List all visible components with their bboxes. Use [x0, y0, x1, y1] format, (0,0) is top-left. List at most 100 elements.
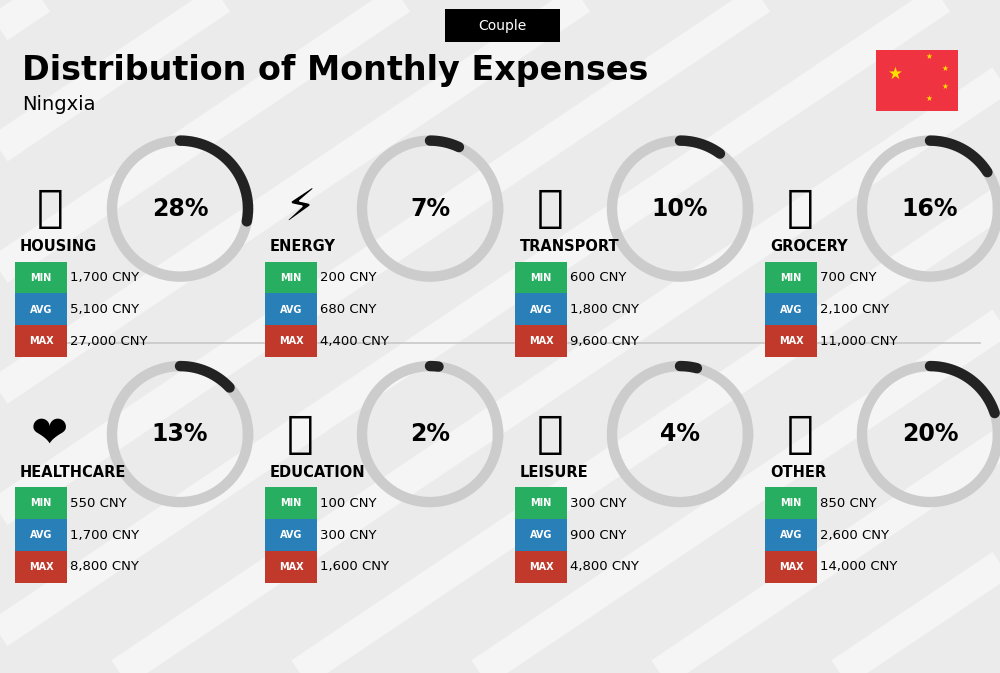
- Text: AVG: AVG: [30, 305, 52, 314]
- Text: 680 CNY: 680 CNY: [320, 303, 376, 316]
- FancyBboxPatch shape: [265, 293, 317, 326]
- FancyBboxPatch shape: [765, 487, 817, 520]
- FancyBboxPatch shape: [515, 519, 567, 551]
- Text: MIN: MIN: [30, 499, 52, 508]
- FancyBboxPatch shape: [515, 293, 567, 326]
- Text: MAX: MAX: [529, 336, 553, 346]
- Text: 300 CNY: 300 CNY: [570, 497, 627, 510]
- Text: 16%: 16%: [902, 197, 958, 221]
- Text: AVG: AVG: [780, 305, 802, 314]
- Text: 700 CNY: 700 CNY: [820, 271, 877, 285]
- FancyBboxPatch shape: [765, 262, 817, 294]
- Text: MIN: MIN: [780, 499, 802, 508]
- Text: MAX: MAX: [279, 562, 303, 571]
- Text: ★: ★: [926, 52, 932, 61]
- Text: 4,800 CNY: 4,800 CNY: [570, 560, 639, 573]
- Text: 🛍️: 🛍️: [537, 413, 563, 456]
- Text: AVG: AVG: [780, 530, 802, 540]
- FancyBboxPatch shape: [15, 551, 67, 583]
- FancyBboxPatch shape: [765, 519, 817, 551]
- Text: 9,600 CNY: 9,600 CNY: [570, 334, 639, 348]
- FancyBboxPatch shape: [265, 551, 317, 583]
- Text: 600 CNY: 600 CNY: [570, 271, 626, 285]
- Text: 1,600 CNY: 1,600 CNY: [320, 560, 389, 573]
- Text: 🏢: 🏢: [37, 187, 63, 230]
- Text: 1,700 CNY: 1,700 CNY: [70, 271, 139, 285]
- Text: EDUCATION: EDUCATION: [270, 465, 366, 480]
- Text: 1,800 CNY: 1,800 CNY: [570, 303, 639, 316]
- Text: 5,100 CNY: 5,100 CNY: [70, 303, 139, 316]
- Text: 8,800 CNY: 8,800 CNY: [70, 560, 139, 573]
- FancyBboxPatch shape: [765, 325, 817, 357]
- Text: Couple: Couple: [478, 19, 526, 32]
- Text: 200 CNY: 200 CNY: [320, 271, 376, 285]
- Text: ENERGY: ENERGY: [270, 240, 336, 254]
- Text: LEISURE: LEISURE: [520, 465, 589, 480]
- Text: 1,700 CNY: 1,700 CNY: [70, 528, 139, 542]
- Text: 100 CNY: 100 CNY: [320, 497, 376, 510]
- Text: 13%: 13%: [152, 422, 208, 446]
- Text: MIN: MIN: [780, 273, 802, 283]
- FancyBboxPatch shape: [265, 262, 317, 294]
- FancyBboxPatch shape: [15, 293, 67, 326]
- Text: 550 CNY: 550 CNY: [70, 497, 127, 510]
- Text: ⚡: ⚡: [284, 187, 316, 230]
- Text: 🚌: 🚌: [537, 187, 563, 230]
- FancyBboxPatch shape: [515, 487, 567, 520]
- Text: 4%: 4%: [660, 422, 700, 446]
- Text: HOUSING: HOUSING: [20, 240, 97, 254]
- Text: MIN: MIN: [530, 273, 552, 283]
- FancyBboxPatch shape: [876, 50, 958, 111]
- FancyBboxPatch shape: [15, 487, 67, 520]
- Text: AVG: AVG: [530, 305, 552, 314]
- Text: 28%: 28%: [152, 197, 208, 221]
- FancyBboxPatch shape: [515, 262, 567, 294]
- Text: ★: ★: [942, 64, 948, 73]
- Text: ❤️: ❤️: [31, 413, 69, 456]
- Text: Distribution of Monthly Expenses: Distribution of Monthly Expenses: [22, 54, 648, 87]
- Text: MAX: MAX: [279, 336, 303, 346]
- Text: Ningxia: Ningxia: [22, 95, 96, 114]
- FancyBboxPatch shape: [765, 293, 817, 326]
- Text: MAX: MAX: [29, 336, 53, 346]
- Text: 14,000 CNY: 14,000 CNY: [820, 560, 897, 573]
- Text: AVG: AVG: [280, 530, 302, 540]
- FancyBboxPatch shape: [265, 519, 317, 551]
- Text: AVG: AVG: [280, 305, 302, 314]
- Text: 900 CNY: 900 CNY: [570, 528, 626, 542]
- FancyBboxPatch shape: [15, 519, 67, 551]
- Text: AVG: AVG: [30, 530, 52, 540]
- Text: 10%: 10%: [652, 197, 708, 221]
- Text: MIN: MIN: [30, 273, 52, 283]
- Text: 300 CNY: 300 CNY: [320, 528, 376, 542]
- Text: 2,100 CNY: 2,100 CNY: [820, 303, 889, 316]
- Text: 4,400 CNY: 4,400 CNY: [320, 334, 389, 348]
- FancyBboxPatch shape: [444, 9, 560, 42]
- FancyBboxPatch shape: [515, 551, 567, 583]
- FancyBboxPatch shape: [265, 325, 317, 357]
- Text: 20%: 20%: [902, 422, 958, 446]
- FancyBboxPatch shape: [515, 325, 567, 357]
- Text: MAX: MAX: [779, 562, 803, 571]
- Text: 2%: 2%: [410, 422, 450, 446]
- Text: AVG: AVG: [530, 530, 552, 540]
- Text: 850 CNY: 850 CNY: [820, 497, 877, 510]
- Text: 👜: 👜: [787, 413, 813, 456]
- Text: OTHER: OTHER: [770, 465, 826, 480]
- Text: MIN: MIN: [530, 499, 552, 508]
- Text: ★: ★: [888, 65, 902, 83]
- Text: TRANSPORT: TRANSPORT: [520, 240, 620, 254]
- Text: GROCERY: GROCERY: [770, 240, 848, 254]
- Text: 7%: 7%: [410, 197, 450, 221]
- Text: 27,000 CNY: 27,000 CNY: [70, 334, 148, 348]
- Text: 2,600 CNY: 2,600 CNY: [820, 528, 889, 542]
- FancyBboxPatch shape: [15, 325, 67, 357]
- FancyBboxPatch shape: [265, 487, 317, 520]
- Text: MAX: MAX: [779, 336, 803, 346]
- Text: 🎓: 🎓: [287, 413, 313, 456]
- Text: MAX: MAX: [29, 562, 53, 571]
- FancyBboxPatch shape: [765, 551, 817, 583]
- Text: 🛒: 🛒: [787, 187, 813, 230]
- Text: ★: ★: [926, 94, 932, 103]
- FancyBboxPatch shape: [15, 262, 67, 294]
